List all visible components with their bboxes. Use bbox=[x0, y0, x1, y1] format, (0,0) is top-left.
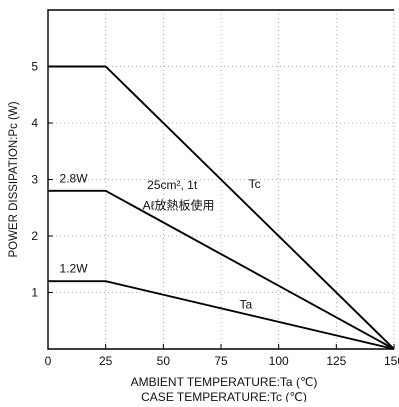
x-tick-label: 150 bbox=[384, 354, 399, 368]
x-tick-label: 0 bbox=[45, 354, 52, 368]
x-tick-label: 25 bbox=[99, 354, 113, 368]
x-tick-label: 100 bbox=[269, 354, 289, 368]
y-tick-label: 3 bbox=[31, 173, 38, 187]
annotation-label: 2.8W bbox=[60, 171, 89, 185]
y-tick-label: 2 bbox=[31, 229, 38, 243]
annotation-label: Ta bbox=[239, 297, 252, 311]
series-line bbox=[48, 280, 395, 350]
x-axis-title-ambient: AMBIENT TEMPERATURE:Ta (℃) bbox=[131, 375, 318, 389]
x-tick-label: 50 bbox=[157, 354, 171, 368]
x-axis-title-case: CASE TEMPERATURE:Tc (℃) bbox=[141, 390, 307, 402]
x-tick-label: 75 bbox=[214, 354, 228, 368]
series-line bbox=[48, 189, 395, 350]
grid-layer bbox=[48, 10, 395, 349]
annotation-label: Aℓ放熱板使用 bbox=[143, 197, 215, 212]
annotation-label: 1.2W bbox=[60, 262, 89, 276]
x-tick-label: 125 bbox=[326, 354, 346, 368]
y-tick-label: 1 bbox=[31, 286, 38, 300]
series-line bbox=[48, 65, 395, 350]
annotation-label: 25cm², 1t bbox=[147, 178, 198, 192]
series-layer bbox=[48, 65, 395, 350]
y-tick-label: 4 bbox=[31, 116, 38, 130]
y-axis-title: POWER DISSIPATION:Pc (W) bbox=[8, 101, 20, 257]
ticks-layer: 0 25 50 75 100 125 150 1 2 3 4 5 bbox=[31, 60, 399, 369]
y-tick-label: 5 bbox=[31, 60, 38, 74]
annotation-layer: 2.8W 1.2W 25cm², 1t Aℓ放熱板使用 Tc Ta bbox=[60, 171, 261, 311]
annotation-label: Tc bbox=[249, 177, 261, 191]
